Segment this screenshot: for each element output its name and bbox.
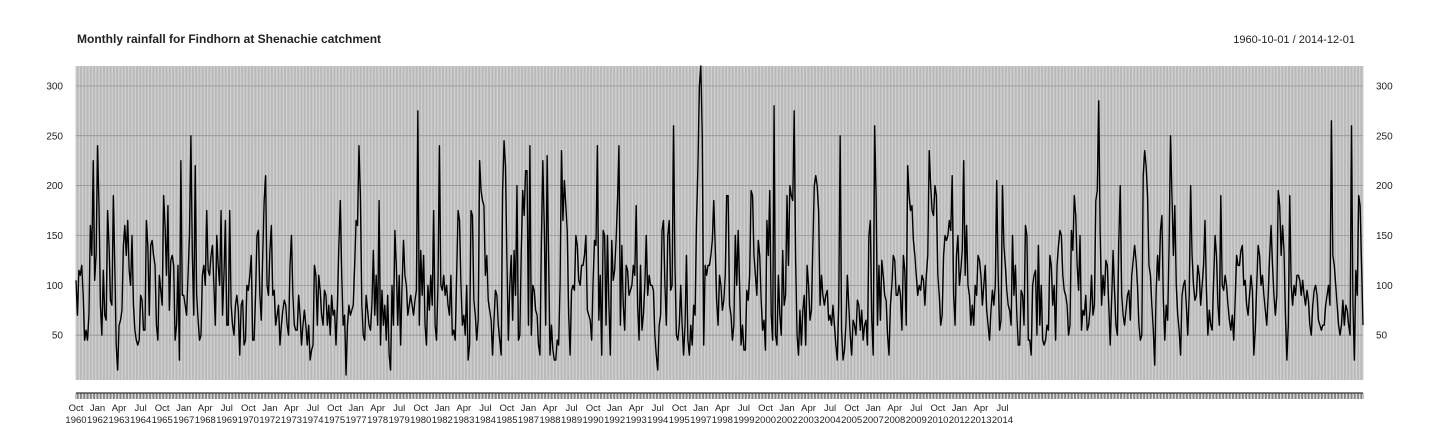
x-tick-label: Apr 2008 (884, 403, 905, 426)
series-line (75, 65, 1364, 376)
x-tick-label: Apr 1978 (367, 403, 388, 426)
x-tick-label: Jul 2014 (992, 403, 1013, 426)
x-tick-label: Jan 2007 (863, 403, 884, 426)
y-tick-label: 250 (1376, 131, 1393, 142)
x-tick-label: Oct 2000 (755, 403, 776, 426)
y-tick-label: 150 (46, 231, 63, 242)
x-tick-label: Apr 2003 (798, 403, 819, 426)
x-tick-label: Apr 1993 (626, 403, 647, 426)
x-tick-label: Oct 1960 (65, 403, 86, 426)
x-tick-label: Apr 1973 (281, 403, 302, 426)
x-tick-label: Jan 1982 (432, 403, 453, 426)
y-axis-left: 50 100 150 200 250 300 (46, 81, 63, 341)
x-tick-label: Oct 1980 (410, 403, 431, 426)
x-tick-label: Oct 1985 (496, 403, 517, 426)
x-tick-label: Apr 1988 (539, 403, 560, 426)
y-tick-label: 300 (46, 81, 63, 92)
x-tick-label: Oct 1975 (324, 403, 345, 426)
x-tick-label: Jul 1989 (561, 403, 582, 426)
x-tick-label: Jan 1992 (604, 403, 625, 426)
x-tick-label: Jul 1994 (647, 403, 668, 426)
x-tick-label: Jan 1962 (87, 403, 108, 426)
x-tick-label: Jan 1997 (690, 403, 711, 426)
x-tick-label: Oct 2010 (927, 403, 948, 426)
date-range-label: 1960-10-01 / 2014-12-01 (1233, 34, 1355, 46)
x-tick-label: Jan 2012 (949, 403, 970, 426)
x-tick-label: Apr 1963 (109, 403, 130, 426)
y-tick-label: 100 (1376, 281, 1393, 292)
x-tick-label: Apr 1983 (453, 403, 474, 426)
x-tick-label: Jul 1979 (389, 403, 410, 426)
x-tick-label: Jan 1987 (518, 403, 539, 426)
x-tick-label: Jul 1969 (216, 403, 237, 426)
x-tick-label: Jan 1972 (259, 403, 280, 426)
x-tick-label: Jul 1964 (130, 403, 151, 426)
y-tick-label: 300 (1376, 81, 1393, 92)
x-tick-label: Jul 2009 (906, 403, 927, 426)
x-tick-label: Oct 1970 (238, 403, 259, 426)
x-tick-label: Jul 1999 (733, 403, 754, 426)
y-tick-label: 50 (52, 331, 64, 342)
y-tick-label: 50 (1376, 331, 1388, 342)
x-tick-label: Jul 1984 (475, 403, 496, 426)
x-tick-label: Jul 2004 (820, 403, 841, 426)
y-tick-label: 100 (46, 281, 63, 292)
x-tick-label: Oct 1990 (583, 403, 604, 426)
y-axis-right: 50 100 150 200 250 300 (1376, 81, 1393, 341)
vertical-gridlines (75, 66, 1364, 380)
x-tick-label: Jan 1977 (346, 403, 367, 426)
x-tick-label: Jan 1967 (173, 403, 194, 426)
x-tick-label: Oct 2005 (841, 403, 862, 426)
y-tick-label: 150 (1376, 231, 1393, 242)
x-tick-label: Jan 2002 (776, 403, 797, 426)
x-tick-label: Oct 1965 (152, 403, 173, 426)
chart-title: Monthly rainfall for Findhorn at Shenach… (77, 32, 381, 46)
y-tick-label: 200 (1376, 181, 1393, 192)
x-tick-label: Apr 1998 (712, 403, 733, 426)
y-tick-label: 200 (46, 181, 63, 192)
x-tick-label: Jul 1974 (302, 403, 323, 426)
x-axis (75, 392, 1364, 399)
x-tick-label: Apr 2013 (970, 403, 991, 426)
x-tick-label: Apr 1968 (195, 403, 216, 426)
y-tick-label: 250 (46, 131, 63, 142)
x-tick-label: Oct 1995 (669, 403, 690, 426)
